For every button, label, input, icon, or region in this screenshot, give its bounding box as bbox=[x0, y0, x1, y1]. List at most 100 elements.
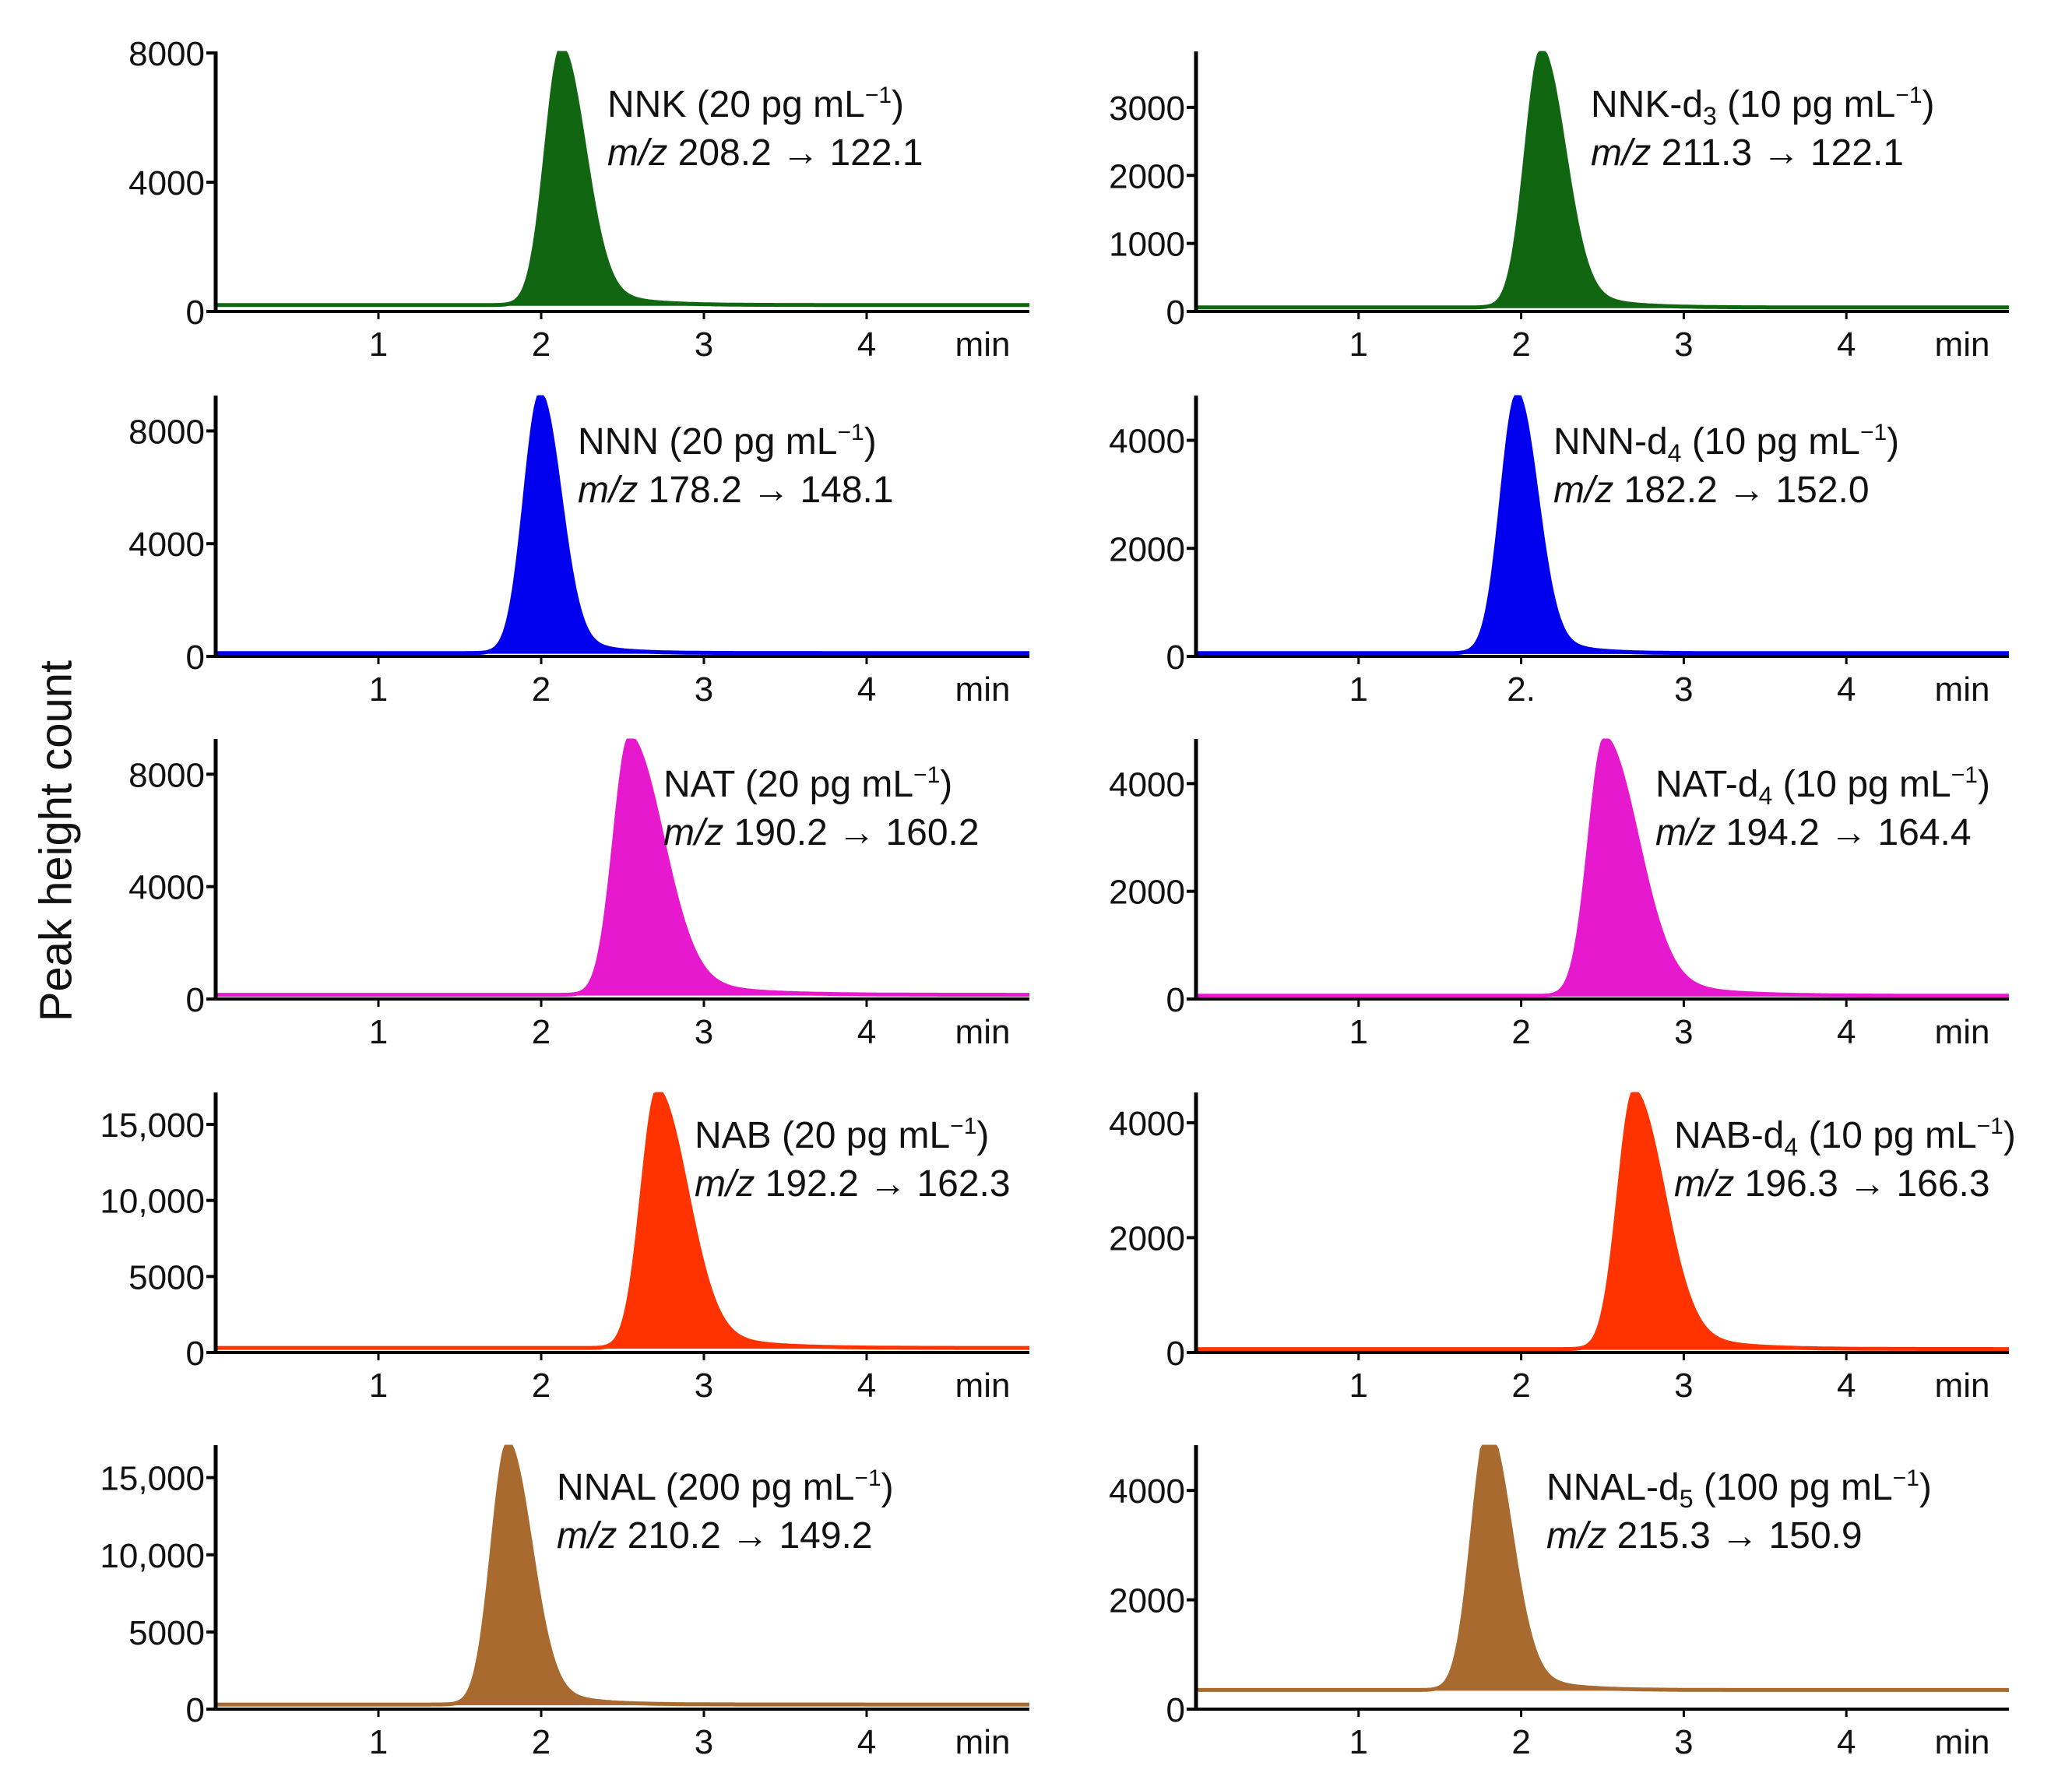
x-unit-label: min bbox=[955, 325, 1011, 364]
y-tick-label: 0 bbox=[186, 981, 205, 1019]
y-tick-label: 4000 bbox=[1109, 765, 1185, 804]
y-tick-label: 2000 bbox=[1109, 530, 1185, 568]
x-tick-label: 1 bbox=[1349, 1723, 1368, 1761]
x-tick-label: 2 bbox=[1511, 1367, 1530, 1405]
x-tick-label: 4 bbox=[1837, 670, 1856, 709]
y-tick-label: 4000 bbox=[128, 526, 205, 564]
mz-label: m/z 190.2 → 160.2 bbox=[663, 812, 980, 853]
trace-line bbox=[1196, 1444, 2009, 1692]
mz-label: m/z 208.2 → 122.1 bbox=[607, 132, 923, 174]
y-tick-label: 8000 bbox=[128, 756, 205, 794]
x-unit-label: min bbox=[955, 1367, 1011, 1405]
y-tick-label: 0 bbox=[1166, 981, 1185, 1019]
x-tick-label: 1 bbox=[369, 1723, 388, 1761]
analyte-label: NNN-d4 (10 pg mL−1) bbox=[1553, 420, 1899, 467]
trace-line bbox=[1196, 51, 2009, 310]
analyte-label: NNN (20 pg mL−1) bbox=[578, 420, 877, 463]
x-unit-label: min bbox=[1935, 1013, 1990, 1051]
x-tick-label: 4 bbox=[1837, 1013, 1856, 1051]
y-tick-label: 0 bbox=[1166, 294, 1185, 332]
mz-label: m/z 215.3 → 150.9 bbox=[1546, 1515, 1863, 1557]
x-tick-label: 2 bbox=[532, 1013, 551, 1051]
trace-line bbox=[1196, 738, 2009, 998]
y-tick-label: 10,000 bbox=[100, 1537, 205, 1575]
x-unit-label: min bbox=[1935, 1723, 1990, 1761]
trace-line bbox=[1196, 395, 2009, 656]
chart-panel-nnk: 0 4000 8000 1 2 3 4 min NNK (20 pg mL−1) m/z 208.… bbox=[128, 35, 1029, 364]
x-tick-label: 2 bbox=[532, 1723, 551, 1761]
x-tick-label: 2 bbox=[532, 1367, 551, 1405]
mz-label: m/z 182.2 → 152.0 bbox=[1553, 470, 1870, 511]
x-tick-label: 3 bbox=[1674, 1723, 1693, 1761]
x-tick-label: 2. bbox=[1507, 670, 1536, 709]
y-tick-label: 15,000 bbox=[100, 1106, 205, 1145]
y-tick-label: 8000 bbox=[128, 413, 205, 451]
chart-panel-nat: 0 4000 8000 1 2 3 4 min NAT (20 pg mL−1) m/z 190.… bbox=[128, 738, 1029, 1051]
x-tick-label: 4 bbox=[857, 1723, 876, 1761]
x-tick-label: 4 bbox=[1837, 1723, 1856, 1761]
chart-panel-nab_d4: 0 2000 4000 1 2 3 4 min NAB-d4 (10 pg mL−1)m/z 1… bbox=[1109, 1092, 2016, 1405]
analyte-label: NNK (20 pg mL−1) bbox=[607, 83, 904, 125]
x-tick-label: 2 bbox=[1511, 1013, 1530, 1051]
x-tick-label: 1 bbox=[369, 1367, 388, 1405]
x-unit-label: min bbox=[1935, 670, 1990, 709]
x-tick-label: 3 bbox=[695, 1367, 713, 1405]
x-tick-label: 2 bbox=[532, 325, 551, 364]
analyte-label: NAT (20 pg mL−1) bbox=[663, 762, 952, 805]
x-tick-label: 1 bbox=[1349, 1367, 1368, 1405]
trace-line bbox=[216, 395, 1029, 656]
chart-panel-nnal_d5: 0 2000 4000 1 2 3 4 min NNAL-d5 (100 pg mL−1)m/z… bbox=[1109, 1444, 2009, 1761]
y-tick-label: 2000 bbox=[1109, 874, 1185, 912]
analyte-label: NAB (20 pg mL−1) bbox=[695, 1113, 989, 1156]
y-tick-label: 15,000 bbox=[100, 1460, 205, 1498]
y-tick-label: 0 bbox=[186, 1335, 205, 1373]
x-tick-label: 1 bbox=[369, 1013, 388, 1051]
x-tick-label: 3 bbox=[1674, 1367, 1693, 1405]
x-tick-label: 3 bbox=[695, 1723, 713, 1761]
x-unit-label: min bbox=[955, 1723, 1011, 1761]
x-tick-label: 4 bbox=[1837, 325, 1856, 364]
chart-panel-nab: 0 5000 10,000 15,000 1 2 3 4 min NAB (20 pg mL−1)… bbox=[100, 1092, 1029, 1405]
analyte-label: NNAL-d5 (100 pg mL−1) bbox=[1546, 1465, 1932, 1513]
x-tick-label: 2 bbox=[532, 670, 551, 709]
trace-line bbox=[216, 1092, 1029, 1350]
x-tick-label: 3 bbox=[695, 670, 713, 709]
x-unit-label: min bbox=[955, 670, 1011, 709]
x-tick-label: 2 bbox=[1511, 325, 1530, 364]
x-tick-label: 4 bbox=[857, 670, 876, 709]
trace-line bbox=[216, 51, 1029, 308]
x-tick-label: 1 bbox=[1349, 325, 1368, 364]
chart-panel-nnn: 0 4000 8000 1 2 3 4 min NNN (20 pg mL−1) m/z 178.… bbox=[128, 395, 1029, 709]
y-tick-label: 0 bbox=[186, 294, 205, 332]
trace-line bbox=[1196, 1092, 2009, 1352]
analyte-label: NNAL (200 pg mL−1) bbox=[557, 1465, 894, 1508]
chart-panel-nnal: 0 5000 10,000 15,000 1 2 3 4 min NNAL (200 pg mL−… bbox=[100, 1444, 1029, 1761]
analyte-label: NAT-d4 (10 pg mL−1) bbox=[1655, 762, 1990, 810]
y-tick-label: 4000 bbox=[128, 869, 205, 907]
chart-panel-nnk_d3: 0 1000 2000 3000 1 2 3 4 min NNK-d3 (10 pg mL−1)m… bbox=[1109, 51, 2009, 364]
analyte-label: NAB-d4 (10 pg mL−1) bbox=[1674, 1113, 2016, 1161]
mz-label: m/z 178.2 → 148.1 bbox=[578, 470, 894, 511]
mz-label: m/z 210.2 → 149.2 bbox=[557, 1515, 873, 1557]
mz-label: m/z 192.2 → 162.3 bbox=[695, 1163, 1011, 1205]
y-tick-label: 2000 bbox=[1109, 1219, 1185, 1258]
mz-label: m/z 196.3 → 166.3 bbox=[1674, 1163, 1990, 1205]
mz-label: m/z 194.2 → 164.4 bbox=[1655, 812, 1972, 853]
x-tick-label: 3 bbox=[1674, 670, 1693, 709]
y-tick-label: 4000 bbox=[1109, 1105, 1185, 1143]
y-tick-label: 5000 bbox=[128, 1614, 205, 1652]
y-tick-label: 0 bbox=[1166, 1691, 1185, 1729]
mz-label: m/z 211.3 → 122.1 bbox=[1591, 132, 1904, 174]
chart-panel-nnn_d4: 0 2000 4000 1 2. 3 4 min NNN-d4 (10 pg mL−1)m/z … bbox=[1109, 395, 2009, 709]
y-tick-label: 1000 bbox=[1109, 226, 1185, 264]
x-tick-label: 4 bbox=[857, 1367, 876, 1405]
x-unit-label: min bbox=[1935, 325, 1990, 364]
y-tick-label: 4000 bbox=[1109, 1472, 1185, 1511]
y-tick-label: 0 bbox=[186, 638, 205, 677]
x-tick-label: 2 bbox=[1511, 1723, 1530, 1761]
x-tick-label: 1 bbox=[369, 670, 388, 709]
x-tick-label: 1 bbox=[1349, 670, 1368, 709]
chart-panel-nat_d4: 0 2000 4000 1 2 3 4 min NAT-d4 (10 pg mL−1)m/z 1… bbox=[1109, 738, 2009, 1051]
y-tick-label: 2000 bbox=[1109, 1582, 1185, 1620]
